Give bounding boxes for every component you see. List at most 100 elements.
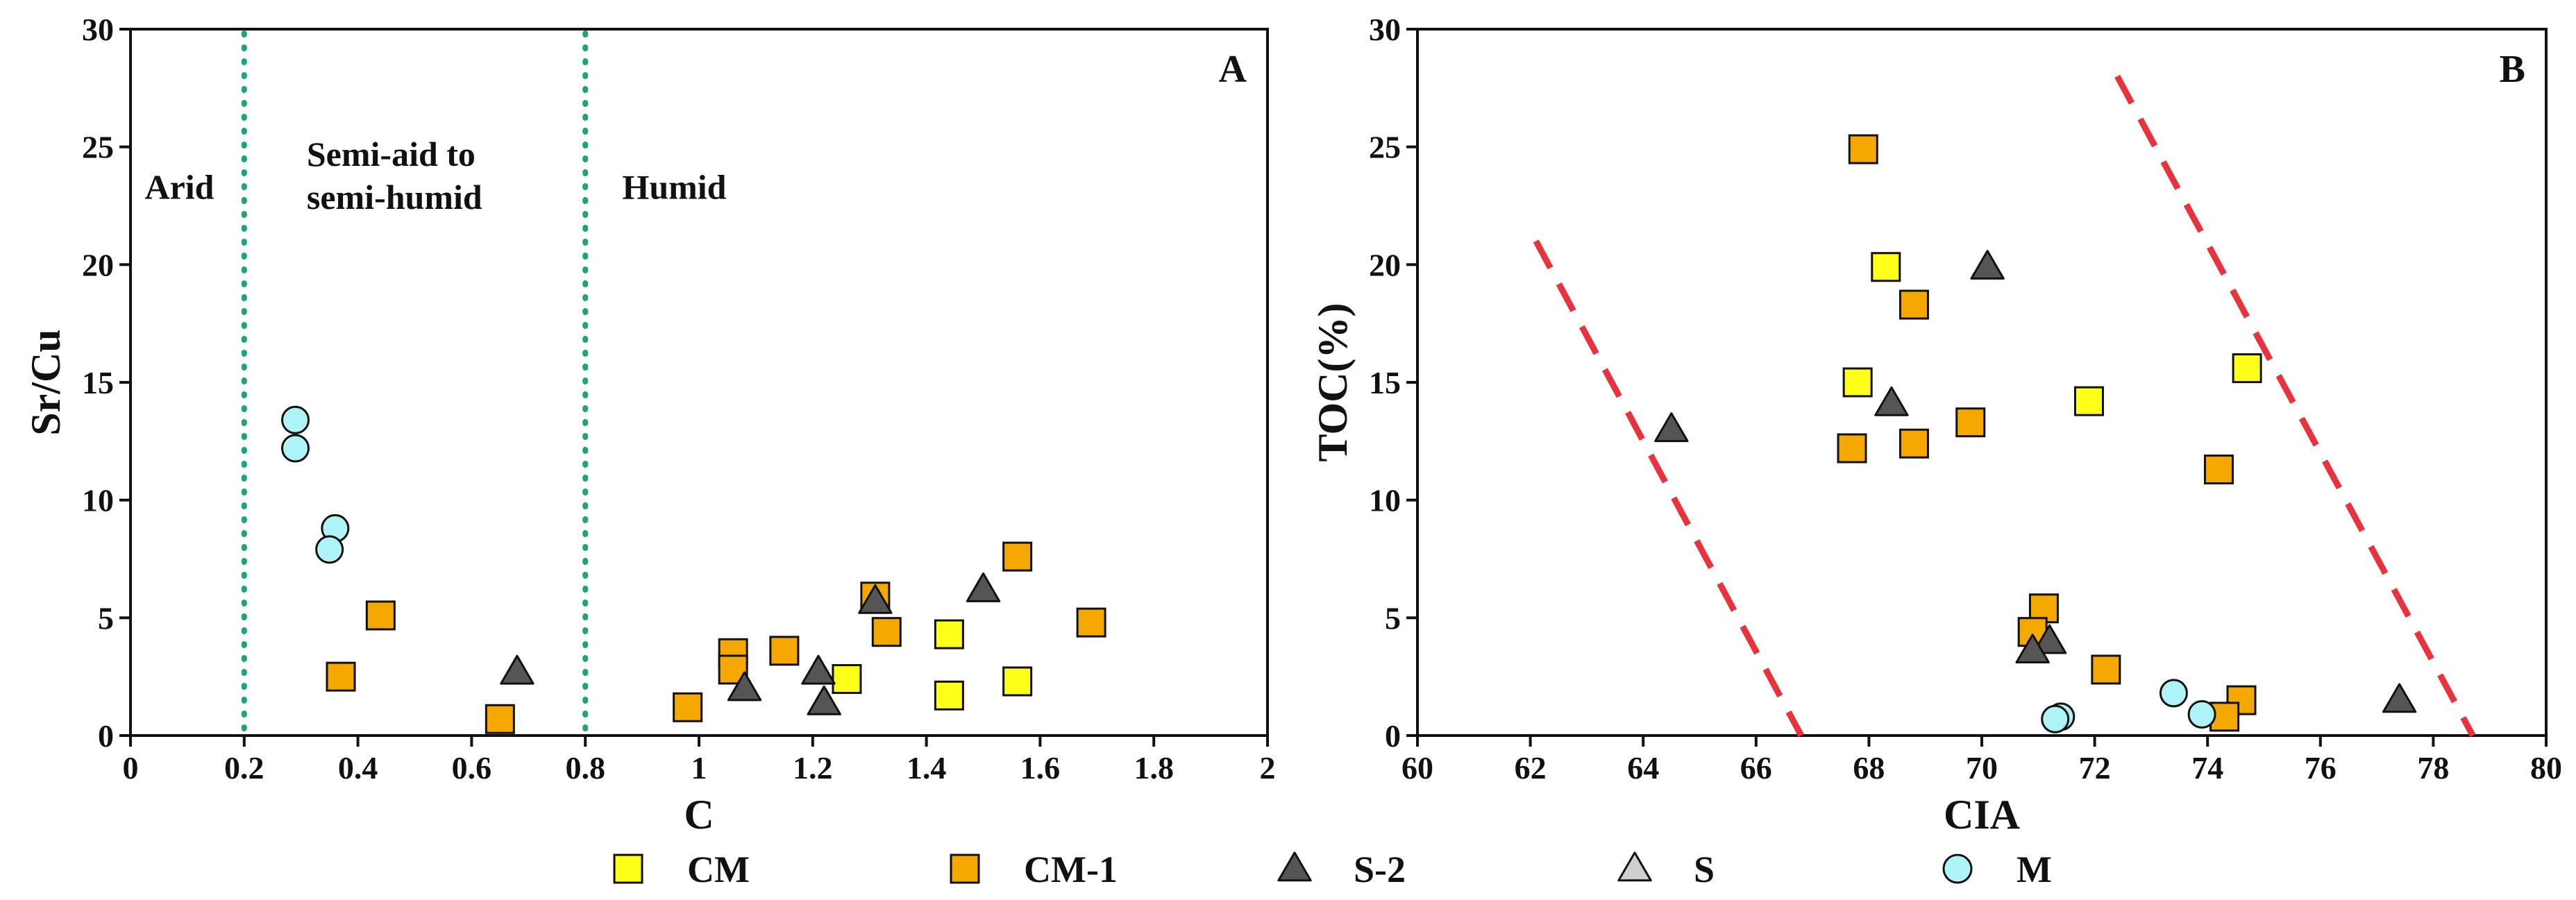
data-point-cm-1 [2203, 455, 2234, 485]
x-tick-label: 2 [1260, 750, 1276, 786]
data-point-s-2 [1970, 250, 2005, 280]
region-label-humid: Humid [622, 167, 726, 206]
legend: CM CM-1 S-2 S M [613, 849, 2052, 890]
x-tick-label: 60 [1401, 750, 1433, 786]
x-tick-label: 0 [123, 750, 139, 786]
data-point-cm-1 [1076, 607, 1106, 638]
x-tick-label: 76 [2305, 750, 2337, 786]
y-tick-label: 10 [1369, 483, 1401, 518]
data-point-cm [832, 664, 862, 695]
data-point-s-2 [807, 685, 841, 715]
x-tick-label: 64 [1627, 750, 1659, 786]
y-axis-title: TOC(%) [1310, 303, 1356, 462]
x-tick-label: 0.2 [224, 750, 264, 786]
y-tick-label: 30 [1369, 12, 1401, 47]
region-label-semi-humid: semi-humid [307, 178, 482, 216]
panel-label: A [1219, 48, 1247, 91]
y-tick-label: 0 [98, 718, 114, 754]
x-tick-label: 70 [1966, 750, 1998, 786]
x-tick-label: 1.8 [1134, 750, 1174, 786]
y-tick-label: 15 [1369, 365, 1401, 400]
data-point-cm-1 [769, 636, 800, 666]
data-point-cm-1 [326, 661, 356, 692]
data-point-s-2 [727, 671, 762, 702]
y-tick-label: 25 [1369, 130, 1401, 165]
plot-frame [1416, 28, 2548, 737]
data-point-m [281, 405, 310, 434]
data-point-cm-1 [365, 600, 396, 631]
data-point-cm-1 [871, 617, 902, 647]
data-point-m [2187, 699, 2216, 729]
panel-a-sr-cu-vs-c: 0 0.2 0.4 0.6 0.8 1 1.2 1.4 1.6 1.8 2051015202530C… [23, 12, 1276, 838]
legend-label-m: M [2017, 849, 2052, 890]
x-tick-label: 68 [1853, 750, 1885, 786]
data-point-s-2 [1874, 386, 1909, 416]
data-point-s-2 [2032, 624, 2067, 654]
y-tick-label: 10 [82, 483, 114, 518]
x-tick-label: 80 [2530, 750, 2562, 786]
data-point-s-2 [966, 572, 1001, 602]
y-tick-label: 20 [1369, 247, 1401, 282]
y-tick-label: 5 [98, 600, 114, 636]
panel-b-toc-vs-cia: 60 62 64 66 68 70 72 74 76 78 80 0 5 10 15 20 25 30 CIA TOC… [1310, 12, 2562, 838]
data-point-cm [2073, 386, 2104, 416]
data-point-cm-1 [718, 654, 748, 685]
data-point-s-2 [1654, 412, 1689, 443]
y-tick-label: 15 [82, 365, 114, 400]
data-point-cm-1 [1899, 289, 1929, 320]
data-point-m [315, 535, 344, 564]
region-label-arid: Arid [144, 167, 214, 206]
panel-label: B [2500, 48, 2525, 91]
data-point-cm-1 [1899, 428, 1929, 459]
data-point-cm [934, 619, 964, 649]
legend-label-cm-1: CM-1 [1024, 849, 1118, 890]
data-point-cm-1 [1955, 407, 1986, 438]
data-point-cm-1 [1837, 433, 1867, 464]
x-tick-label: 78 [2417, 750, 2449, 786]
legend-label-s: S [1694, 849, 1715, 890]
data-point-s-2 [858, 584, 893, 614]
y-tick-label: 5 [1385, 600, 1401, 636]
data-point-cm [1871, 252, 1901, 282]
data-point-cm [934, 680, 964, 711]
data-point-cm-1 [1848, 134, 1878, 164]
region-label-semi-aid-to: Semi-aid to [307, 135, 475, 173]
data-point-cm [1842, 367, 1873, 398]
x-tick-label: 1.4 [907, 750, 947, 786]
data-point-s-2 [500, 654, 534, 685]
trend-boundary-line [1533, 239, 1804, 738]
x-tick-label: 72 [2079, 750, 2111, 786]
legend-marker-cm [613, 854, 643, 884]
data-point-s-2 [2015, 634, 2050, 664]
y-axis-title: Sr/Cu [23, 329, 69, 435]
legend-marker-s-2 [1277, 851, 1312, 882]
x-tick-label: 1 [691, 750, 707, 786]
y-tick-label: 30 [82, 12, 114, 47]
data-point-cm-1 [2091, 654, 2121, 685]
x-tick-label: 0.8 [565, 750, 605, 786]
x-tick-label: 1.2 [793, 750, 833, 786]
legend-marker-s [1617, 851, 1652, 882]
data-point-s-2 [2382, 683, 2417, 713]
legend-label-cm: CM [687, 849, 750, 890]
legend-label-s-2: S-2 [1354, 849, 1406, 890]
x-tick-label: 66 [1740, 750, 1772, 786]
x-tick-label: 1.6 [1020, 750, 1061, 786]
y-tick-label: 20 [82, 247, 114, 282]
data-point-m [2159, 679, 2188, 708]
x-tick-label: 0.6 [452, 750, 492, 786]
data-point-cm [2232, 353, 2262, 384]
data-point-cm-1 [673, 692, 703, 722]
x-tick-label: 62 [1515, 750, 1547, 786]
y-tick-label: 25 [82, 130, 114, 165]
data-point-s-2 [801, 654, 836, 685]
x-tick-label: 74 [2191, 750, 2223, 786]
y-tick-label: 0 [1385, 718, 1401, 754]
legend-marker-cm-1 [950, 854, 980, 884]
x-axis-title: CIA [1944, 792, 2020, 838]
legend-marker-m [1942, 854, 1973, 884]
data-point-m [2041, 704, 2070, 733]
trend-boundary-line [2114, 74, 2476, 738]
x-tick-label: 0.4 [338, 750, 378, 786]
